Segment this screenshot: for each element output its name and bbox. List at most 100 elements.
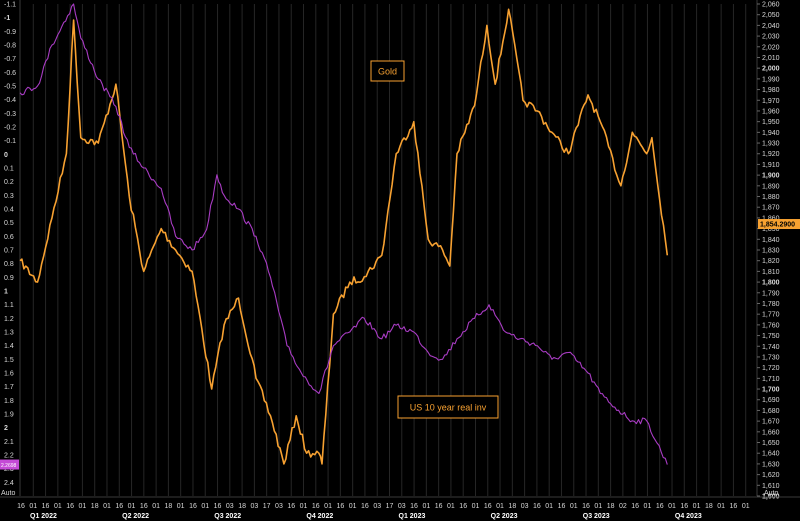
- x-tick-label: 17: [263, 503, 271, 510]
- annotation-label: Gold: [378, 67, 397, 77]
- x-tick-label: 01: [422, 503, 430, 510]
- right-axis-tick-label: 1,850: [762, 226, 780, 233]
- right-axis-tick-label: 1,880: [762, 194, 780, 201]
- right-axis-auto-label: Auto: [764, 490, 779, 497]
- annotation-box: US 10 year real inv: [397, 395, 499, 419]
- left-axis-value-badge: 2.2698: [0, 459, 19, 470]
- x-tick-label: 16: [730, 503, 738, 510]
- left-axis-tick-label: 2.4: [4, 480, 14, 487]
- x-tick-label: 18: [607, 503, 615, 510]
- right-axis-tick-label: 1,980: [762, 87, 780, 94]
- left-axis-tick-label: -0.2: [4, 125, 16, 132]
- left-axis-tick-label: -0.3: [4, 111, 16, 118]
- left-axis-tick-label: 0.7: [4, 248, 14, 255]
- x-tick-label: 03: [226, 503, 234, 510]
- quarter-label: Q3 2022: [214, 513, 241, 520]
- quarter-label: Q2 2022: [122, 513, 149, 520]
- x-tick-label: 16: [312, 503, 320, 510]
- x-tick-label: 01: [79, 503, 87, 510]
- quarter-label: Q1 2022: [30, 513, 57, 520]
- right-axis-tick-label: 2,030: [762, 34, 780, 41]
- x-tick-label: 01: [152, 503, 160, 510]
- right-axis-tick-label: 1,740: [762, 344, 780, 351]
- quarter-label: Q2 2023: [491, 513, 518, 520]
- x-tick-label: 16: [336, 503, 344, 510]
- x-tick-label: 03: [398, 503, 406, 510]
- left-axis-tick-label: 0.9: [4, 275, 14, 282]
- left-axis-tick-label: 1.7: [4, 384, 14, 391]
- x-tick-label: 01: [472, 503, 480, 510]
- x-tick-label: 16: [115, 503, 123, 510]
- right-axis-tick-label: 1,970: [762, 98, 780, 105]
- left-axis: -1.1 -1 -0.9 -0.8 -0.7 -0.6 -0.5 -0.4 -0.3 -0.2 -0…: [0, 0, 21, 497]
- right-axis-tick-label: 1,750: [762, 333, 780, 340]
- x-tick-label: 16: [680, 503, 688, 510]
- right-axis-tick-label: 1,890: [762, 183, 780, 190]
- x-tick-label: 01: [54, 503, 62, 510]
- right-axis-tick-label: 1,620: [762, 472, 780, 479]
- left-axis-tick-label: -0.1: [4, 138, 16, 145]
- svg-text:2.2698: 2.2698: [1, 463, 17, 469]
- right-axis-tick-label: 1,730: [762, 354, 780, 361]
- left-axis-tick-label: 2.1: [4, 439, 14, 446]
- right-axis-tick-label: 1,650: [762, 440, 780, 447]
- right-axis-tick-label: 1,610: [762, 483, 780, 490]
- right-axis-tick-label: 1,940: [762, 130, 780, 137]
- series-layer: [19, 3, 669, 465]
- right-axis-tick-label: 1,680: [762, 408, 780, 415]
- x-tick-label: 16: [533, 503, 541, 510]
- quarter-label: Q4 2023: [675, 513, 702, 520]
- x-tick-label: 18: [91, 503, 99, 510]
- right-axis-tick-label: 1,760: [762, 322, 780, 329]
- x-tick-label: 01: [742, 503, 750, 510]
- annotation-label: US 10 year real inv: [410, 403, 487, 413]
- right-axis-tick-label: 1,920: [762, 151, 780, 158]
- right-axis-tick-label: 2,000: [762, 66, 780, 73]
- x-tick-label: 16: [361, 503, 369, 510]
- right-axis-tick-label: 2,040: [762, 23, 780, 30]
- x-tick-label: 01: [668, 503, 676, 510]
- right-axis-tick-label: 1,790: [762, 290, 780, 297]
- left-axis-tick-label: -0.9: [4, 29, 16, 36]
- right-axis-tick-label: 1,640: [762, 451, 780, 458]
- x-tick-label: 16: [189, 503, 197, 510]
- right-axis-value-badge: 1,854.2900: [758, 219, 800, 230]
- left-axis-tick-label: -0.4: [4, 97, 16, 104]
- x-tick-label: 03: [275, 503, 283, 510]
- right-axis-tick-label: 1,720: [762, 365, 780, 372]
- right-axis-tick-label: 1,810: [762, 269, 780, 276]
- left-axis-tick-label: 1.2: [4, 316, 14, 323]
- left-axis-tick-label: -1.1: [4, 2, 16, 9]
- left-axis-tick-label: 2: [4, 425, 8, 432]
- series-line: [19, 3, 668, 465]
- left-axis-tick-label: -0.8: [4, 43, 16, 50]
- left-axis-tick-label: 1.1: [4, 302, 14, 309]
- x-tick-label: 01: [693, 503, 701, 510]
- right-axis-tick-label: 2,020: [762, 44, 780, 51]
- left-axis-tick-label: 0.4: [4, 207, 14, 214]
- x-tick-label: 16: [214, 503, 222, 510]
- x-tick-label: 01: [594, 503, 602, 510]
- x-tick-label: 01: [103, 503, 111, 510]
- right-axis-tick-label: 1,700: [762, 387, 780, 394]
- x-tick-label: 03: [521, 503, 529, 510]
- right-axis-tick-label: 1,770: [762, 312, 780, 319]
- left-axis-tick-label: 0.6: [4, 234, 14, 241]
- left-axis-tick-label: 2.2: [4, 453, 14, 460]
- x-tick-label: 18: [238, 503, 246, 510]
- left-axis-tick-label: -0.5: [4, 84, 16, 91]
- left-axis-tick-label: 1.5: [4, 357, 14, 364]
- x-tick-label: 01: [300, 503, 308, 510]
- right-axis-tick-label: 2,050: [762, 12, 780, 19]
- left-axis-tick-label: 0.1: [4, 166, 14, 173]
- right-axis: 2,060 2,050 2,040 2,030 2,020 2,010 2,000 1,990…: [756, 0, 800, 501]
- right-axis-tick-label: 1,820: [762, 258, 780, 265]
- x-tick-label: 01: [201, 503, 209, 510]
- x-tick-label: 01: [128, 503, 136, 510]
- left-axis-tick-label: -1: [4, 15, 10, 22]
- x-tick-label: 01: [324, 503, 332, 510]
- x-tick-label: 01: [570, 503, 578, 510]
- left-axis-tick-label: 2.3: [4, 466, 14, 473]
